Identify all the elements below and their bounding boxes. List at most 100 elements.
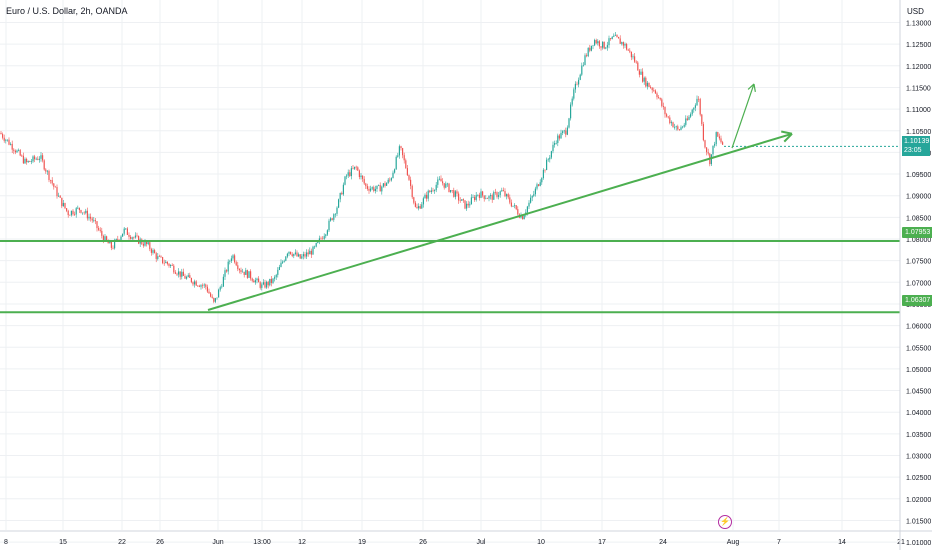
candle-down <box>184 275 186 279</box>
candle-down <box>355 166 357 168</box>
candle-down <box>72 210 74 215</box>
candle-up <box>602 41 604 48</box>
candle-down <box>142 243 144 246</box>
candle-up <box>624 44 626 46</box>
candle-down <box>14 150 16 153</box>
candle-down <box>400 146 402 149</box>
candle-up <box>306 252 308 257</box>
candle-down <box>414 202 416 207</box>
candle-up <box>541 178 543 183</box>
candle-down <box>672 122 674 128</box>
candle-down <box>462 199 464 201</box>
candle-down <box>166 261 168 264</box>
candle-down <box>176 273 178 275</box>
candle-down <box>133 237 135 239</box>
x-tick-label: 14 <box>838 539 846 546</box>
candle-up <box>394 169 396 173</box>
candle-up <box>395 156 397 170</box>
candle-up <box>536 184 538 189</box>
candle-up <box>288 251 290 254</box>
candle-down <box>243 271 245 275</box>
candle-down <box>42 155 44 161</box>
candle-up <box>554 143 556 145</box>
candle-down <box>669 117 671 124</box>
candle-down <box>544 169 546 171</box>
candle-up <box>550 151 552 158</box>
candle-down <box>678 129 680 130</box>
candle-up <box>526 206 528 213</box>
x-tick-label: 26 <box>419 539 427 546</box>
candle-up <box>606 45 608 48</box>
y-tick-label: 1.01000 <box>906 540 931 547</box>
candle-down <box>629 50 631 52</box>
candle-down <box>240 270 242 272</box>
candle-up <box>261 284 263 288</box>
candle-up <box>77 207 79 209</box>
candle-up <box>309 250 311 255</box>
candle-down <box>416 206 418 209</box>
candle-up <box>592 45 594 46</box>
candle-up <box>374 188 376 192</box>
candle-up <box>584 55 586 65</box>
candle-up <box>18 150 20 151</box>
candle-down <box>192 282 194 285</box>
candle-up <box>317 241 319 243</box>
candle-up <box>93 220 95 221</box>
candle-down <box>168 263 170 266</box>
candle-up <box>454 191 456 197</box>
candle-up <box>229 261 231 262</box>
x-tick-label: 22 <box>118 539 126 546</box>
candle-up <box>262 282 264 285</box>
candle-down <box>637 62 639 71</box>
y-tick-label: 1.04000 <box>906 410 931 417</box>
candle-up <box>109 241 111 244</box>
x-tick-label: 8 <box>4 539 8 546</box>
candle-up <box>40 155 42 159</box>
candle-down <box>195 281 197 286</box>
candle-down <box>659 97 661 100</box>
candle-down <box>189 275 191 279</box>
candle-down <box>366 186 368 189</box>
candle-up <box>230 258 232 262</box>
candle-up <box>298 254 300 257</box>
candle-down <box>106 236 108 241</box>
candle-down <box>80 210 82 213</box>
candle-up <box>614 34 616 36</box>
candle-up <box>286 253 288 257</box>
y-tick-label: 1.01500 <box>906 518 931 525</box>
lightning-icon[interactable]: ⚡ <box>718 515 732 529</box>
candle-up <box>461 199 463 201</box>
candle-down <box>451 190 453 191</box>
candle-up <box>88 216 90 219</box>
candle-up <box>274 277 276 279</box>
candle-down <box>642 71 644 82</box>
candle-down <box>358 170 360 177</box>
candle-up <box>338 199 340 208</box>
candle-down <box>61 197 63 207</box>
candle-up <box>682 126 684 128</box>
candle-up <box>485 198 487 199</box>
candle-up <box>70 210 72 216</box>
candle-up <box>334 213 336 215</box>
candle-down <box>482 191 484 196</box>
candle-down <box>234 255 236 263</box>
candle-up <box>392 172 394 179</box>
candle-down <box>486 198 488 199</box>
candle-up <box>315 242 317 247</box>
candle-up <box>314 246 316 248</box>
candle-down <box>630 51 632 58</box>
candle-down <box>54 186 56 188</box>
y-tick-label: 1.10500 <box>906 129 931 136</box>
bar-countdown: 23:05 <box>904 147 922 154</box>
candle-up <box>710 154 712 165</box>
x-tick-label: 13:00 <box>253 539 271 546</box>
candle-up <box>131 237 133 239</box>
candle-up <box>330 218 332 221</box>
candle-up <box>381 186 383 192</box>
candle-down <box>2 134 4 138</box>
candle-up <box>621 42 623 44</box>
candle-down <box>78 207 80 211</box>
